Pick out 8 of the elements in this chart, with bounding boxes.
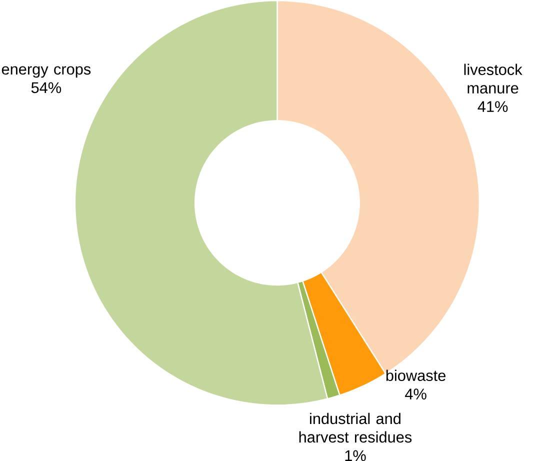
slice-label: biowaste: [386, 370, 446, 382]
data-label: 4%: [405, 388, 426, 400]
slice-label: livestock manure: [464, 64, 522, 94]
slice-label: energy crops: [2, 66, 91, 78]
data-label: 1%: [345, 450, 366, 461]
data-label: 41%: [478, 101, 508, 112]
data-label: 54%: [31, 82, 62, 94]
slice-label: industrial and harvest residues: [299, 412, 412, 443]
